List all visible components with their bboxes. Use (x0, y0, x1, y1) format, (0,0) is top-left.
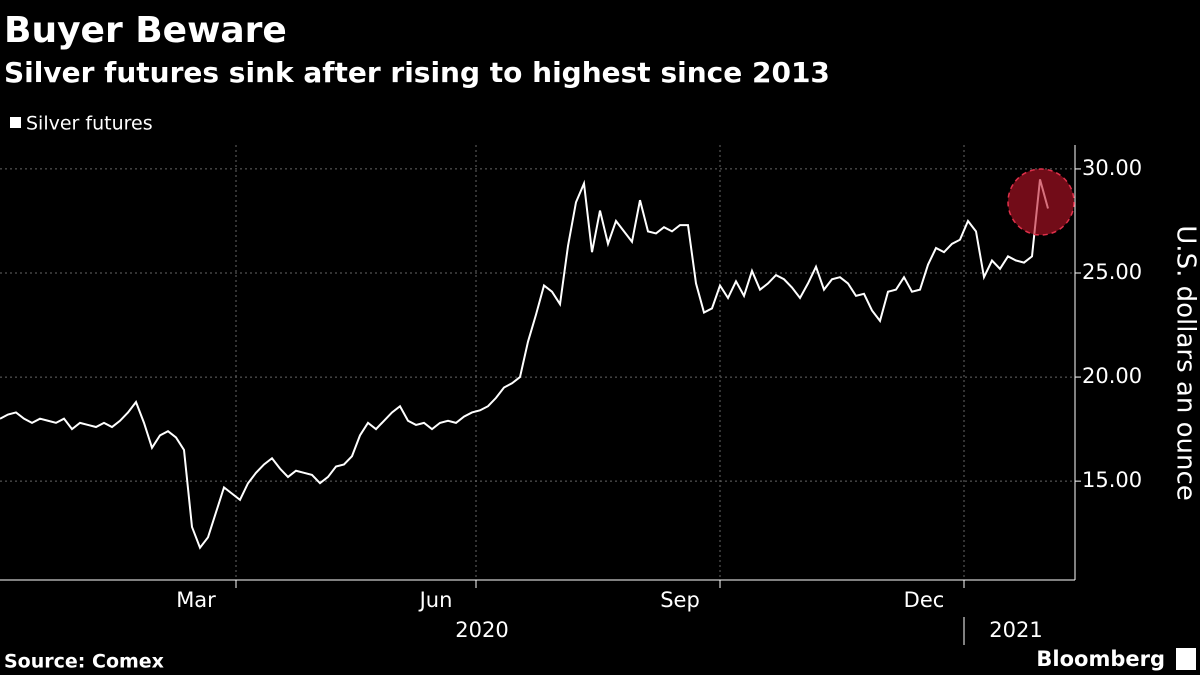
y-tick-label: 25.00 (1082, 260, 1142, 284)
brand-icon (1176, 648, 1196, 670)
x-tick-label: Mar (176, 588, 216, 612)
line (0, 179, 1049, 550)
x-tick-label: Jun (418, 588, 453, 612)
brand: Bloomberg (1036, 647, 1165, 671)
year-label: 2021 (989, 618, 1042, 642)
highlight-circle (1007, 168, 1075, 236)
chart-subtitle: Silver futures sink after rising to high… (4, 56, 830, 89)
y-tick-label: 15.00 (1082, 468, 1142, 492)
x-tick-label: Sep (660, 588, 700, 612)
y-axis-label: U.S. dollars an ounce (1171, 225, 1200, 500)
legend-label: Silver futures (26, 113, 153, 135)
year-label: 2020 (455, 618, 508, 642)
legend-swatch (10, 117, 21, 128)
source: Source: Comex (4, 651, 164, 673)
x-tick-label: Dec (904, 588, 945, 612)
y-tick-label: 20.00 (1082, 364, 1142, 388)
chart-title: Buyer Beware (4, 10, 287, 51)
y-tick-label: 30.00 (1082, 156, 1142, 180)
